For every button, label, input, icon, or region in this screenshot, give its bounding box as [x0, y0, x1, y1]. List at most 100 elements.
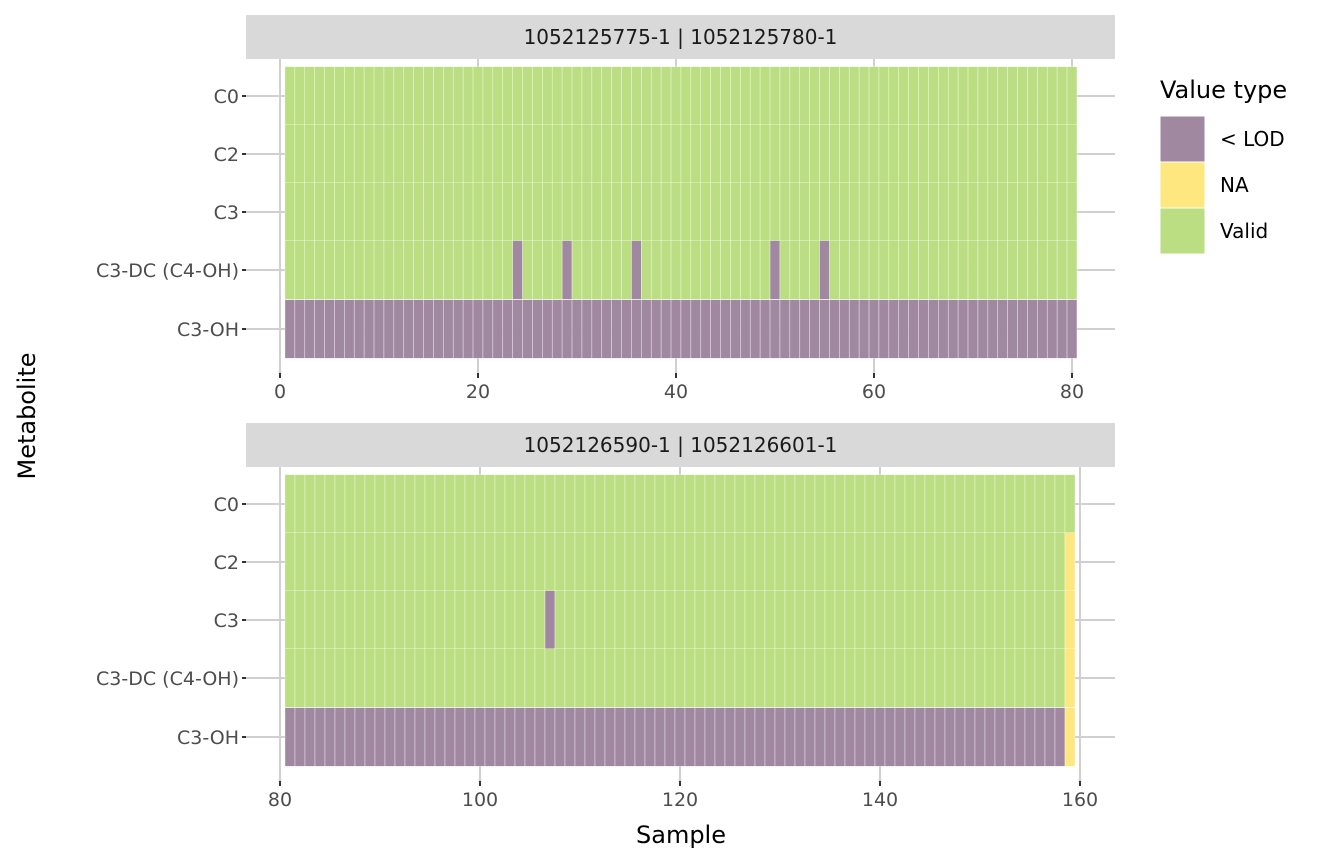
tile: C2 · 40 · Valid: [670, 124, 682, 184]
tile: C3-DC (C4-OH) · 154 · Valid: [1014, 648, 1026, 708]
tile: C0 · 80 · Valid: [1066, 66, 1078, 126]
tile: C3-OH · 69 · < LOD: [957, 299, 969, 359]
tile: C3-OH · 14 · < LOD: [413, 299, 424, 359]
tile: C3 · 67 · Valid: [938, 182, 949, 242]
tile: C2 · 44 · Valid: [710, 124, 721, 184]
tile: C2 · 30 · Valid: [571, 124, 583, 184]
tile: C3-DC (C4-OH) · 89 · Valid: [364, 648, 376, 708]
tile: C3 · 54 · Valid: [809, 182, 820, 242]
tile: C3 · 115 · Valid: [624, 590, 636, 650]
tile: C3-OH · 138 · < LOD: [854, 707, 866, 767]
tile: C2 · 57 · Valid: [839, 124, 850, 184]
tile: C2 · 126 · Valid: [734, 532, 746, 592]
tile: C3-DC (C4-OH) · 70 · Valid: [967, 240, 979, 300]
tile: C3-DC (C4-OH) · 32 · Valid: [591, 240, 603, 300]
tile: C0 · 31 · Valid: [581, 66, 593, 126]
tile: C2 · 138 · Valid: [854, 532, 866, 592]
tile: C2 · 137 · Valid: [844, 532, 856, 592]
tile: C2 · 141 · Valid: [884, 532, 896, 592]
tile: C2 · 9 · Valid: [363, 124, 375, 184]
tile: C3 · 158 · Valid: [1054, 590, 1066, 650]
tile: C3-OH · 83 · < LOD: [304, 707, 316, 767]
tile: C3 · 122 · Valid: [694, 590, 706, 650]
tile: C0 · 148 · Valid: [954, 474, 966, 534]
tile: C2 · 36 · Valid: [631, 124, 642, 184]
tile: C0 · 126 · Valid: [734, 474, 746, 534]
tile: C2 · 32 · Valid: [591, 124, 603, 184]
tile: C2 · 58 · Valid: [848, 124, 860, 184]
x-tick-label: 100: [462, 789, 498, 811]
tile: C3 · 117 · Valid: [644, 590, 656, 650]
tile: C2 · 149 · Valid: [964, 532, 976, 592]
tile: C3 · 31 · Valid: [581, 182, 593, 242]
tile: C3-OH · 27 · < LOD: [542, 299, 553, 359]
tile: C3-DC (C4-OH) · 67 · Valid: [938, 240, 949, 300]
tile: C3 · 132 · Valid: [794, 590, 806, 650]
tile: C3-OH · 42 · < LOD: [690, 299, 702, 359]
tile: C3-DC (C4-OH) · 39 · Valid: [660, 240, 672, 300]
panel-2: 1052126590-1 | 1052126601-1 C0 · 81 · Val…: [96, 423, 1115, 811]
tile: C0 · 30 · Valid: [571, 66, 583, 126]
tile: C3-OH · 85 · < LOD: [324, 707, 336, 767]
tile: C3-DC (C4-OH) · 56 · Valid: [829, 240, 840, 300]
tile: C2 · 19 · Valid: [462, 124, 474, 184]
tile: C2 · 55 · Valid: [819, 124, 830, 184]
tile: C0 · 159 · Valid: [1064, 474, 1076, 534]
tile: C2 · 109 · Valid: [564, 532, 576, 592]
tile: C2 · 108 · Valid: [554, 532, 566, 592]
tile: C3-DC (C4-OH) · 76 · Valid: [1027, 240, 1038, 300]
tile: C0 · 84 · Valid: [314, 474, 326, 534]
tile: C3-OH · 36 · < LOD: [631, 299, 642, 359]
tile: C3-OH · 49 · < LOD: [759, 299, 771, 359]
tile: C3 · 142 · Valid: [894, 590, 906, 650]
tile: C2 · 33 · Valid: [601, 124, 612, 184]
facet-strip: [246, 423, 1115, 467]
tile: C0 · 14 · Valid: [413, 66, 424, 126]
tile: C3-DC (C4-OH) · 91 · Valid: [384, 648, 396, 708]
tile: C3 · 107 · < LOD: [544, 590, 556, 650]
tile: C3-OH · 86 · < LOD: [334, 707, 346, 767]
tile: C3 · 28 · Valid: [551, 182, 563, 242]
tile: C3-DC (C4-OH) · 94 · Valid: [414, 648, 426, 708]
tile: C3 · 46 · Valid: [730, 182, 741, 242]
tile: C3-DC (C4-OH) · 122 · Valid: [694, 648, 706, 708]
tile: C3 · 94 · Valid: [414, 590, 426, 650]
tile: C3 · 138 · Valid: [854, 590, 866, 650]
tile: C0 · 18 · Valid: [452, 66, 464, 126]
tile: C2 · 79 · Valid: [1056, 124, 1068, 184]
tile: C3 · 154 · Valid: [1014, 590, 1026, 650]
tile: C2 · 157 · Valid: [1044, 532, 1056, 592]
tile: C2 · 12 · Valid: [393, 124, 405, 184]
tile: C3-OH · 72 · < LOD: [987, 299, 999, 359]
tile: C3-OH · 23 · < LOD: [502, 299, 513, 359]
tile: C3-OH · 5 · < LOD: [324, 299, 335, 359]
tile: C3 · 35 · Valid: [621, 182, 632, 242]
tile: C3-OH · 98 · < LOD: [454, 707, 466, 767]
tile: C3-OH · 74 · < LOD: [1007, 299, 1018, 359]
tile: C3-DC (C4-OH) · 87 · Valid: [344, 648, 356, 708]
tile: C3-OH · 20 · < LOD: [472, 299, 484, 359]
tile: C2 · 75 · Valid: [1017, 124, 1028, 184]
tile: C3 · 62 · Valid: [888, 182, 900, 242]
tile: C3-OH · 121 · < LOD: [684, 707, 696, 767]
tile: C2 · 116 · Valid: [634, 532, 646, 592]
tile: C2 · 106 · Valid: [534, 532, 546, 592]
tile: C2 · 104 · Valid: [514, 532, 526, 592]
tile: C3-DC (C4-OH) · 10 · Valid: [373, 240, 385, 300]
tile: C3 · 90 · Valid: [374, 590, 386, 650]
tile: C3-OH · 123 · < LOD: [704, 707, 716, 767]
tile: C2 · 70 · Valid: [967, 124, 979, 184]
tile: C3-DC (C4-OH) · 116 · Valid: [634, 648, 646, 708]
tile: C2 · 113 · Valid: [604, 532, 616, 592]
tile: C0 · 124 · Valid: [714, 474, 726, 534]
tile: C3 · 45 · Valid: [720, 182, 731, 242]
tile: C0 · 107 · Valid: [544, 474, 556, 534]
tile: C3-DC (C4-OH) · 82 · Valid: [294, 648, 306, 708]
tile: C3-DC (C4-OH) · 141 · Valid: [884, 648, 896, 708]
tile: C0 · 111 · Valid: [584, 474, 596, 534]
tile: C2 · 94 · Valid: [414, 532, 426, 592]
tile: C3-OH · 143 · < LOD: [904, 707, 916, 767]
tile: C2 · 87 · Valid: [344, 532, 356, 592]
tile: C0 · 114 · Valid: [614, 474, 626, 534]
tile: C3-DC (C4-OH) · 114 · Valid: [614, 648, 626, 708]
